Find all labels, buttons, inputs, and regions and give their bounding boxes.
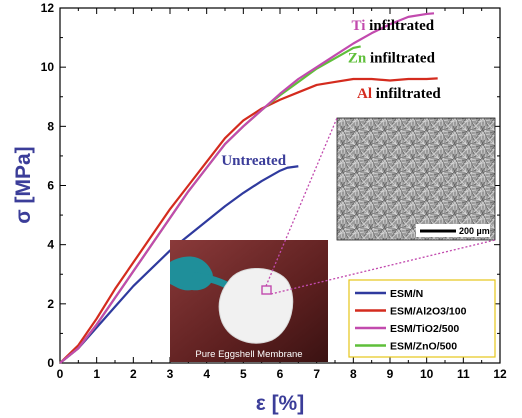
y-tick-label: 12	[41, 1, 55, 15]
x-tick-label: 6	[277, 367, 284, 381]
annotation-ti: Ti infiltrated	[352, 18, 435, 34]
legend-label: ESM/N	[390, 288, 423, 300]
x-tick-label: 4	[203, 367, 210, 381]
x-tick-label: 1	[93, 367, 100, 381]
x-tick-label: 11	[457, 367, 470, 381]
x-tick-label: 7	[313, 367, 320, 381]
x-tick-label: 9	[387, 367, 394, 381]
scale-bar-label: 200 µm	[459, 226, 490, 236]
legend: ESM/N ESM/Al2O3/100 ESM/TiO2/500 ESM/ZnO/50…	[348, 279, 496, 358]
series-line-esm-n	[59, 165, 299, 364]
series-layer	[59, 12, 438, 364]
x-tick-label: 10	[420, 367, 434, 381]
annotation-text: infiltrated	[365, 18, 434, 34]
x-tick-label: 8	[350, 367, 357, 381]
legend-label: ESM/Al2O3/100	[390, 306, 467, 318]
sem-micrograph-inset: 200 µm	[336, 117, 496, 241]
x-tick-label: 0	[57, 367, 64, 381]
legend-label: ESM/TiO2/500	[390, 323, 459, 335]
annotation-element: Ti	[352, 18, 366, 34]
series-line-esm-tio2-500	[59, 12, 435, 364]
series-line-esm-al2o3-100	[59, 77, 438, 364]
y-tick-label: 10	[41, 60, 55, 74]
annotation-zn: Zn infiltrated	[348, 51, 436, 67]
eggshell-photo-inset: Pure Eggshell Membrane	[170, 240, 328, 362]
x-tick-label: 12	[493, 367, 507, 381]
y-tick-label: 0	[47, 356, 54, 370]
annotation-text: infiltrated	[366, 51, 435, 67]
y-tick-label: 2	[47, 297, 54, 311]
x-tick-label: 3	[167, 367, 174, 381]
annotation-element: Zn	[348, 51, 367, 67]
y-tick-label: 8	[47, 119, 54, 133]
y-tick-label: 6	[47, 179, 54, 193]
photo-caption: Pure Eggshell Membrane	[195, 349, 302, 360]
zoom-connector-bottom	[270, 239, 496, 295]
sem-image	[336, 117, 496, 241]
annotation-al: Al infiltrated	[357, 86, 441, 102]
glove-icon	[170, 256, 213, 291]
y-tick-label: 4	[47, 238, 54, 252]
x-tick-label: 5	[240, 367, 247, 381]
y-axis-label: σ [MPa]	[12, 146, 35, 223]
membrane-icon	[218, 268, 294, 344]
annotation-element: Al	[357, 86, 372, 102]
x-tick-label: 2	[130, 367, 137, 381]
legend-label: ESM/ZnO/500	[390, 341, 457, 353]
annotation-text: infiltrated	[372, 86, 441, 102]
x-axis-label: ε [%]	[256, 392, 304, 415]
annotation-untreated: Untreated	[221, 153, 286, 169]
